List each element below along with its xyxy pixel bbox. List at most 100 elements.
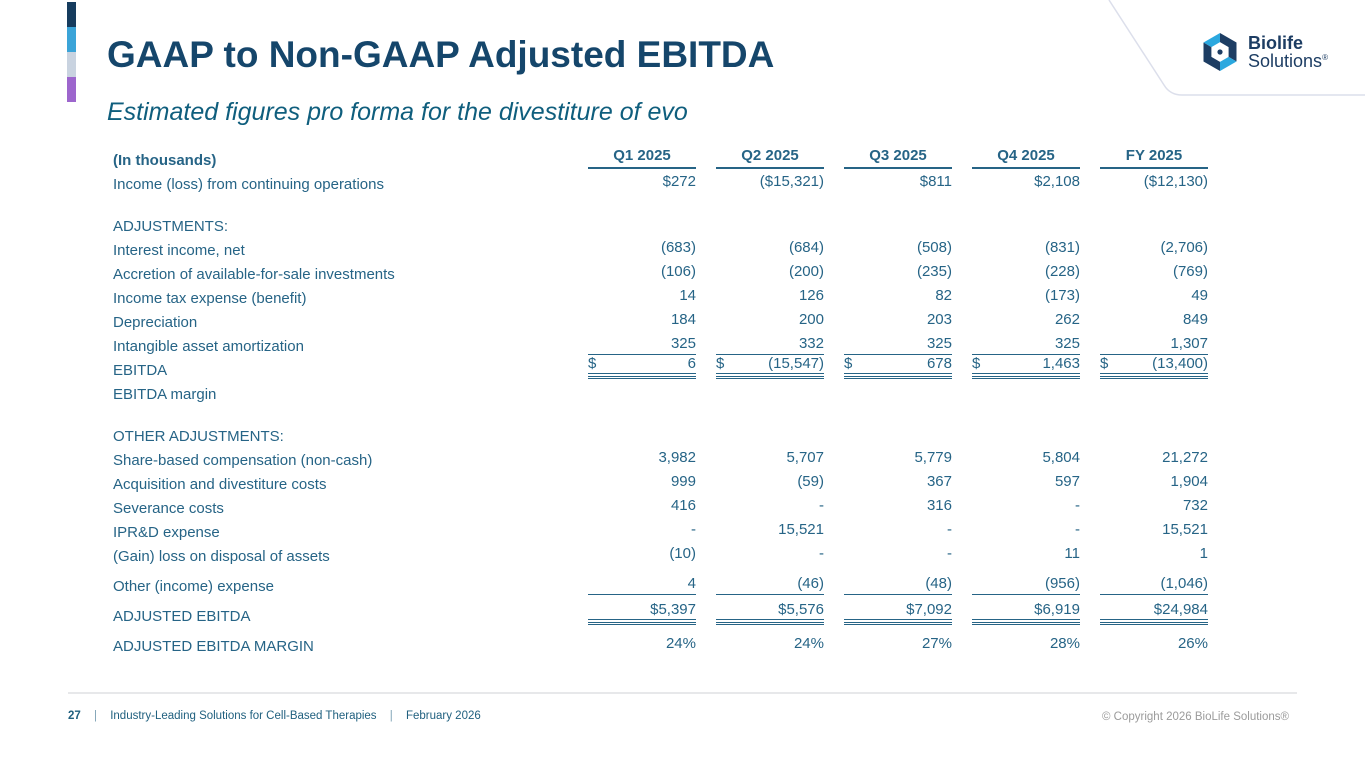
cell-value <box>568 211 696 235</box>
cell-value <box>696 421 824 445</box>
cell-value: ($15,321) <box>759 173 824 190</box>
cell-value: 325 <box>568 331 696 355</box>
logo-text-line1: Biolife <box>1248 32 1304 53</box>
logo-panel: Biolife Solutions® <box>1100 0 1365 100</box>
row-label: Severance costs <box>113 500 224 517</box>
row-label: Accretion of available-for-sale investme… <box>113 266 395 283</box>
footer: 27 | Industry-Leading Solutions for Cell… <box>68 710 481 722</box>
biolife-logo: Biolife Solutions® <box>1200 32 1328 72</box>
cell-value: (106) <box>660 263 696 280</box>
accent-bar <box>67 2 76 102</box>
cell-value: 597 <box>1054 473 1080 490</box>
row-label: Share-based compensation (non-cash) <box>113 452 373 469</box>
table-row: OTHER ADJUSTMENTS: <box>113 421 1208 445</box>
cell-value <box>1080 421 1208 445</box>
column-header-q3-2025: Q3 2025 <box>824 145 952 169</box>
column-header-fy-2025: FY 2025 <box>1080 145 1208 169</box>
cell-value: $1,463 <box>952 355 1080 379</box>
row-label: EBITDA margin <box>113 386 217 403</box>
cell-value: 732 <box>1182 497 1208 514</box>
table-row: Depreciation 184 200 203 262 849 <box>113 307 1208 331</box>
cell-value: 3,982 <box>658 449 696 466</box>
row-label: Intangible asset amortization <box>113 338 304 355</box>
cell-value <box>696 379 824 403</box>
cell-value: $ (15,547) <box>696 355 824 379</box>
cell-value: - <box>819 545 824 562</box>
cell-value: $678 <box>824 355 952 379</box>
footer-date: February 2026 <box>405 710 481 722</box>
cell-value: $24,984 <box>1080 595 1208 625</box>
row-label: ADJUSTED EBITDA MARGIN <box>113 638 314 655</box>
cell-value: 416 <box>670 497 696 514</box>
row-label: Other (income) expense <box>113 578 274 595</box>
cell-value: (235) <box>916 263 952 280</box>
cell-value: 126 <box>798 287 824 304</box>
cell-value: $7,092 <box>824 595 952 625</box>
cell-value: (46) <box>696 565 824 595</box>
table-row <box>113 403 1208 421</box>
column-header-q1-2025: Q1 2025 <box>568 145 696 169</box>
cell-value: (10) <box>669 545 696 562</box>
cell-value <box>952 211 1080 235</box>
cell-value: - <box>819 497 824 514</box>
table-row: Acquisition and divestiture costs 999 (59)… <box>113 469 1208 493</box>
cell-value <box>1080 379 1208 403</box>
cell-value: (769) <box>1172 263 1208 280</box>
cell-value: 82 <box>935 287 952 304</box>
cell-value: 367 <box>926 473 952 490</box>
cell-value: (59) <box>797 473 824 490</box>
cell-value <box>952 379 1080 403</box>
cell-value: 24% <box>793 635 824 652</box>
cell-value: $5,397 <box>568 595 696 625</box>
page-subtitle: Estimated figures pro forma for the dive… <box>107 98 688 126</box>
cell-value <box>696 211 824 235</box>
cell-value: 1,307 <box>1080 331 1208 355</box>
cell-value: 1 <box>1199 545 1208 562</box>
logo-text-line2: Solutions® <box>1248 51 1328 71</box>
dollar-sign: $ <box>716 355 725 372</box>
footer-tagline: Industry-Leading Solutions for Cell-Base… <box>110 710 377 722</box>
cell-value: 325 <box>952 331 1080 355</box>
cell-value: 200 <box>798 311 824 328</box>
cell-value: 27% <box>921 635 952 652</box>
cell-value: 11 <box>1064 545 1080 562</box>
cell-value: (508) <box>916 239 952 256</box>
row-label: Income tax expense (benefit) <box>113 290 307 307</box>
footer-separator: | <box>94 710 97 722</box>
cell-value <box>824 211 952 235</box>
dollar-sign: $ <box>588 355 597 372</box>
cell-value: 4 <box>568 565 696 595</box>
table-row: Other (income) expense 4 (46) (48) (956) (1,0… <box>113 565 1208 595</box>
row-label: (Gain) loss on disposal of assets <box>113 548 330 565</box>
ebitda-reconciliation-table: (In thousands) Q1 2025 Q2 2025 Q3 2025 Q4 20… <box>113 145 1208 655</box>
cell-value: 316 <box>926 497 952 514</box>
dollar-sign: $ <box>844 355 853 372</box>
cell-value: - <box>947 521 952 538</box>
cell-value: $811 <box>919 173 952 190</box>
cell-value: $2,108 <box>1034 173 1080 190</box>
table-row: IPR&D expense - 15,521 - - 15,521 <box>113 517 1208 541</box>
cell-value: (684) <box>788 239 824 256</box>
cell-value: (200) <box>788 263 824 280</box>
table-row: Income (loss) from continuing operations… <box>113 169 1208 193</box>
table-row: ADJUSTED EBITDA MARGIN 24% 24% 27% 28% 26% <box>113 625 1208 655</box>
cell-value: 5,779 <box>914 449 952 466</box>
page-title: GAAP to Non-GAAP Adjusted EBITDA <box>107 34 775 75</box>
cell-value: (2,706) <box>1160 239 1208 256</box>
row-label: Interest income, net <box>113 242 245 259</box>
cell-value: 5,804 <box>1042 449 1080 466</box>
cell-value: $ (13,400) <box>1080 355 1208 379</box>
page-number: 27 <box>68 710 81 722</box>
cell-value: (831) <box>1044 239 1080 256</box>
cell-value: 15,521 <box>1162 521 1208 538</box>
cell-value: 849 <box>1182 311 1208 328</box>
cell-value: 184 <box>670 311 696 328</box>
dollar-sign: $ <box>1100 355 1109 372</box>
accent-bar-navy <box>67 2 76 27</box>
table-row: EBITDA $6 $ (15,547) $678 $1,463 $ (13,400) <box>113 355 1208 379</box>
table-row: (Gain) loss on disposal of assets (10) - - 1… <box>113 541 1208 565</box>
cell-value: (173) <box>1044 287 1080 304</box>
cell-value: - <box>1075 497 1080 514</box>
cell-value: 999 <box>670 473 696 490</box>
cell-value: - <box>947 545 952 562</box>
